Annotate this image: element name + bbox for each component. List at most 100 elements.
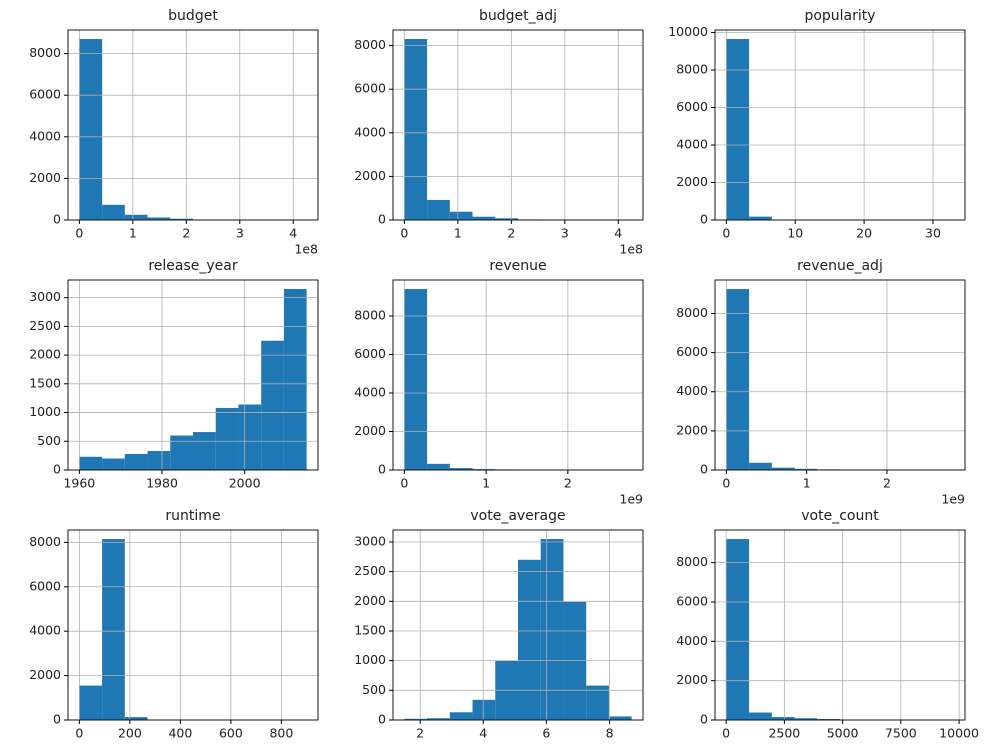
y-tick-label: 4000 bbox=[676, 633, 708, 648]
x-tick-label: 1960 bbox=[63, 476, 95, 491]
y-tick-label: 2500 bbox=[354, 563, 386, 578]
bar bbox=[427, 463, 450, 470]
x-tick-label: 1 bbox=[454, 226, 462, 241]
y-tick-label: 4000 bbox=[29, 623, 61, 638]
x-tick-label: 0 bbox=[722, 476, 730, 491]
axes-frame bbox=[714, 29, 966, 221]
bar bbox=[449, 468, 473, 470]
bar bbox=[817, 719, 840, 720]
y-tick-label: 10000 bbox=[668, 24, 708, 39]
x-tick-label: 600 bbox=[219, 726, 243, 741]
y-tick-label: 8000 bbox=[676, 61, 708, 76]
y-tick-label: 1000 bbox=[29, 404, 61, 419]
y-tick-label: 6000 bbox=[354, 346, 386, 361]
x-tick-label: 3 bbox=[236, 226, 244, 241]
x-tick-label: 1 bbox=[803, 476, 811, 491]
bar bbox=[79, 685, 103, 720]
x-offset-label: 1e8 bbox=[294, 242, 318, 257]
panel-title: popularity bbox=[804, 8, 875, 24]
y-tick-label: 2000 bbox=[354, 168, 386, 183]
bar bbox=[283, 289, 307, 470]
x-tick-label: 4 bbox=[614, 226, 622, 241]
y-tick-label: 0 bbox=[378, 212, 386, 227]
bar bbox=[726, 39, 750, 220]
x-tick-label: 2 bbox=[883, 476, 891, 491]
x-tick-label: 6 bbox=[542, 726, 550, 741]
y-tick-label: 4000 bbox=[29, 128, 61, 143]
bar bbox=[427, 199, 450, 220]
y-tick-label: 8000 bbox=[29, 534, 61, 549]
x-offset-label: 1e8 bbox=[619, 242, 643, 257]
x-tick-label: 800 bbox=[269, 726, 293, 741]
panel-title: revenue bbox=[489, 258, 546, 274]
bar bbox=[518, 559, 541, 720]
panel-title: vote_average bbox=[470, 508, 565, 524]
x-tick-label: 10000 bbox=[939, 726, 979, 741]
y-tick-label: 0 bbox=[53, 462, 61, 477]
bar bbox=[193, 432, 216, 470]
y-tick-label: 500 bbox=[362, 682, 386, 697]
x-tick-label: 5000 bbox=[827, 726, 859, 741]
y-tick-label: 3000 bbox=[354, 533, 386, 548]
y-tick-label: 4000 bbox=[676, 136, 708, 151]
axes-frame bbox=[67, 29, 319, 221]
panel-title: release_year bbox=[148, 258, 238, 274]
panel-title: revenue_adj bbox=[797, 258, 883, 274]
bar bbox=[79, 39, 103, 220]
x-offset-label: 1e9 bbox=[619, 492, 643, 507]
bar bbox=[102, 458, 125, 470]
bar bbox=[124, 717, 148, 720]
x-tick-label: 2 bbox=[564, 476, 572, 491]
axes-frame bbox=[714, 279, 966, 471]
y-tick-label: 0 bbox=[378, 462, 386, 477]
y-tick-label: 8000 bbox=[29, 45, 61, 60]
y-tick-label: 0 bbox=[53, 712, 61, 727]
x-tick-label: 4 bbox=[479, 726, 487, 741]
y-tick-label: 1500 bbox=[29, 375, 61, 390]
y-tick-label: 2000 bbox=[29, 667, 61, 682]
y-tick-label: 1000 bbox=[354, 652, 386, 667]
y-tick-label: 3000 bbox=[29, 289, 61, 304]
x-tick-label: 200 bbox=[118, 726, 142, 741]
x-tick-label: 20 bbox=[856, 226, 872, 241]
axes-frame bbox=[392, 279, 644, 471]
bar bbox=[427, 718, 450, 720]
axes-frame bbox=[67, 529, 319, 721]
axes-frame bbox=[67, 279, 319, 471]
bar bbox=[124, 214, 148, 220]
y-tick-label: 8000 bbox=[676, 554, 708, 569]
x-tick-label: 0 bbox=[400, 226, 408, 241]
bar bbox=[238, 404, 262, 470]
bar bbox=[79, 456, 103, 470]
y-tick-label: 2000 bbox=[676, 174, 708, 189]
axes-frame bbox=[392, 529, 644, 721]
bar bbox=[794, 718, 818, 720]
x-tick-label: 400 bbox=[168, 726, 192, 741]
bar bbox=[124, 453, 148, 470]
x-tick-label: 4 bbox=[289, 226, 297, 241]
y-tick-label: 2000 bbox=[354, 423, 386, 438]
x-tick-label: 1 bbox=[482, 476, 490, 491]
bar bbox=[608, 716, 632, 720]
bar bbox=[472, 216, 496, 220]
y-tick-label: 2000 bbox=[29, 347, 61, 362]
bar bbox=[170, 218, 193, 220]
bar bbox=[404, 718, 428, 720]
y-tick-label: 8000 bbox=[354, 307, 386, 322]
panel-title: vote_count bbox=[801, 508, 879, 524]
x-tick-label: 0 bbox=[400, 476, 408, 491]
bar bbox=[404, 39, 428, 220]
bar bbox=[261, 340, 284, 470]
x-tick-label: 1 bbox=[129, 226, 137, 241]
bar bbox=[215, 407, 239, 470]
bar bbox=[540, 539, 564, 720]
y-tick-label: 4000 bbox=[676, 383, 708, 398]
y-tick-label: 6000 bbox=[676, 593, 708, 608]
bar bbox=[449, 712, 473, 720]
y-tick-label: 2000 bbox=[676, 672, 708, 687]
x-tick-label: 2 bbox=[182, 226, 190, 241]
bar bbox=[726, 539, 750, 720]
bar bbox=[794, 468, 818, 470]
x-tick-label: 3 bbox=[561, 226, 569, 241]
